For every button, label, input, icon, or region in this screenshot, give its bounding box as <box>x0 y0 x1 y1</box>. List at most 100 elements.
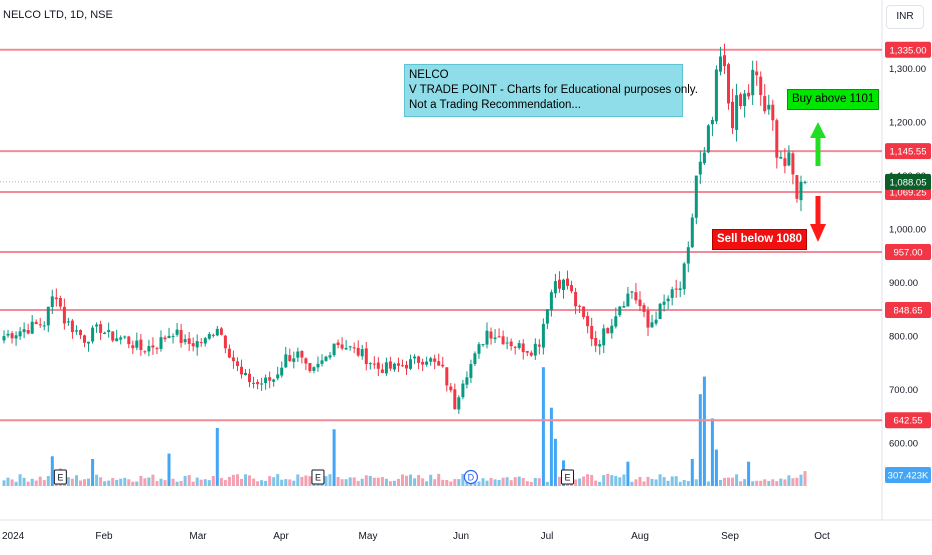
volume-bar <box>437 473 441 487</box>
time-tick-label: May <box>359 531 378 542</box>
volume-bar <box>292 480 296 486</box>
candle-body <box>284 354 288 368</box>
volume-bar <box>376 477 380 486</box>
volume-bar <box>698 394 702 486</box>
candle-body <box>99 324 103 333</box>
volume-bar <box>682 480 686 486</box>
candle-body <box>566 278 569 286</box>
volume-bar <box>356 480 360 486</box>
candle-body <box>425 361 429 365</box>
candle-body <box>783 158 787 167</box>
time-tick-label: Feb <box>95 531 113 542</box>
candle-body <box>449 386 453 391</box>
volume-bar <box>549 407 553 486</box>
volume-bar <box>388 481 392 486</box>
volume-bar <box>429 474 433 486</box>
candle-body <box>413 356 417 359</box>
volume-bar <box>731 477 734 486</box>
volume-bar <box>598 481 602 486</box>
volume-bar <box>670 476 674 486</box>
symbol-title: NELCO LTD, 1D, NSE <box>3 9 113 21</box>
volume-bar <box>497 480 501 486</box>
volume-bar <box>264 480 268 486</box>
volume-bar <box>207 480 211 486</box>
candle-body <box>698 161 702 175</box>
candle-body <box>795 175 799 199</box>
volume-bar <box>421 478 425 486</box>
level-badge <box>885 412 931 429</box>
volume-bar <box>537 478 541 486</box>
volume-bar <box>578 478 582 486</box>
volume-bar <box>767 481 771 486</box>
candle-body <box>380 369 384 373</box>
volume-bar <box>143 478 147 486</box>
candle-body <box>545 309 549 324</box>
volume-bar <box>135 481 139 486</box>
candle-body <box>763 96 767 112</box>
event-marker-label: E <box>315 473 321 483</box>
candle-body <box>485 330 489 345</box>
candle-body <box>457 397 461 410</box>
candle-body <box>70 320 74 332</box>
volume-bar <box>83 479 86 486</box>
volume-bar <box>155 481 159 486</box>
candle-body <box>22 329 26 333</box>
candle-body <box>465 377 469 385</box>
volume-bar <box>739 481 743 486</box>
candle-body <box>481 344 485 346</box>
volume-badge <box>885 467 931 483</box>
volume-bar <box>803 471 807 486</box>
volume-bar <box>348 477 352 486</box>
candle-body <box>706 125 710 153</box>
candle-body <box>610 325 614 334</box>
candle-body <box>95 324 99 327</box>
volume-bar <box>553 438 557 487</box>
candle-body <box>135 340 139 348</box>
volume-bar <box>244 474 247 486</box>
volume-bar <box>799 474 803 486</box>
candle-body <box>662 301 666 305</box>
volume-bar <box>686 481 690 486</box>
time-axis: 2024 Feb Mar Apr May Jun Jul Aug Sep Oct <box>2 531 830 542</box>
candle-body <box>364 348 368 365</box>
candle-body <box>75 330 78 332</box>
volume-bar <box>46 476 50 486</box>
price-tick-label: 800.00 <box>889 332 918 343</box>
volume-bar <box>95 474 99 486</box>
candle-body <box>731 101 734 129</box>
volume-bar <box>743 479 747 486</box>
candle-body <box>590 326 594 339</box>
volume-bar <box>513 477 517 486</box>
candle-body <box>280 367 284 376</box>
candle-body <box>183 339 187 343</box>
candles <box>2 43 807 414</box>
candle-body <box>469 364 473 378</box>
volume-bar <box>328 474 332 486</box>
candle-body <box>727 64 730 104</box>
volume-bar <box>401 474 404 486</box>
volume-bar <box>763 479 767 486</box>
candle-body <box>272 379 276 382</box>
volume-bar <box>747 461 751 486</box>
candle-body <box>264 377 268 383</box>
candle-body <box>650 322 654 328</box>
volume-bar <box>529 481 533 486</box>
volume-bar <box>163 480 167 486</box>
candle-body <box>240 366 243 375</box>
candle-body <box>582 306 586 318</box>
note-box: NELCO V TRADE POINT - Charts for Educati… <box>404 64 698 117</box>
volume-bar <box>714 449 718 487</box>
currency-button[interactable]: INR <box>886 5 924 29</box>
candle-body <box>163 337 167 340</box>
volume-bar <box>300 476 304 486</box>
volume-bar <box>622 474 626 486</box>
volume-bar <box>115 479 119 486</box>
candle-body <box>739 94 743 107</box>
note-line-1: NELCO <box>409 69 449 81</box>
volume-bar <box>219 478 223 486</box>
candle-body <box>570 285 573 292</box>
candle-body <box>6 333 10 336</box>
candle-body <box>497 336 501 338</box>
